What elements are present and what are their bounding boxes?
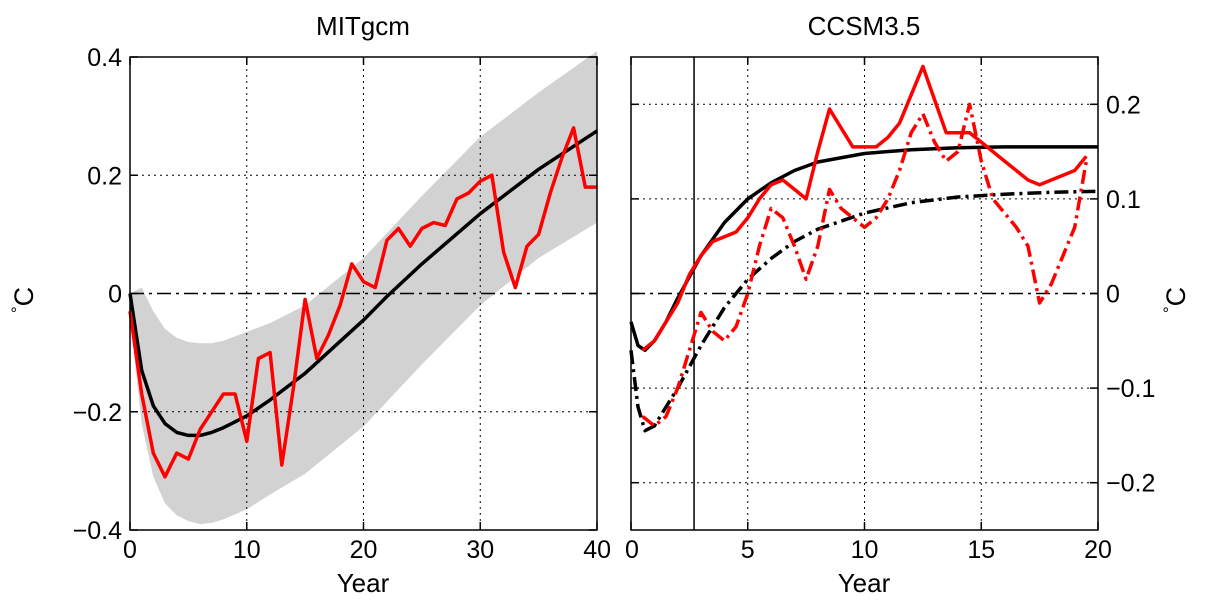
y-tick-label: −0.2 — [73, 399, 122, 427]
x-tick-labels: 0 5 10 15 20 — [625, 536, 1112, 564]
x-axis-label: Year — [838, 568, 891, 598]
y-tick-label: −0.2 — [1106, 470, 1155, 498]
panel-mitgcm: 0 10 20 30 40 −0.4 −0.2 0 0.2 0.4 MITgcm Year °C — [8, 11, 611, 598]
x-axis-label: Year — [337, 568, 390, 598]
y-axis-label: °C — [1160, 287, 1191, 313]
x-tick-label: 40 — [583, 536, 611, 564]
y-axis-label-unit: °C — [8, 287, 39, 313]
series-line-3 — [641, 64, 1088, 352]
x-tick-label: 20 — [1084, 536, 1112, 564]
x-tick-label: 10 — [233, 536, 261, 564]
y-tick-label: −0.4 — [73, 517, 122, 545]
y-tick-label: −0.1 — [1106, 375, 1155, 403]
x-tick-labels: 0 10 20 30 40 — [123, 536, 611, 564]
y-axis-label-degree: ° — [8, 306, 27, 313]
series-group — [128, 126, 598, 479]
series-line-2 — [128, 126, 597, 479]
y-tick-label: 0 — [108, 281, 122, 309]
y-tick-label: 0.4 — [87, 44, 122, 72]
x-tick-label: 20 — [350, 536, 378, 564]
x-tick-label: 15 — [967, 536, 995, 564]
x-tick-label: 0 — [625, 536, 639, 564]
panel-ccsm35: 0 5 10 15 20 −0.2 −0.1 0 0.1 0.2 CCSM3.5 Year °C — [625, 11, 1191, 598]
x-tick-label: 5 — [741, 536, 755, 564]
y-axis-label-letter: C — [1161, 287, 1191, 307]
y-tick-labels: −0.2 −0.1 0 0.1 0.2 — [1106, 91, 1155, 497]
grid-lines — [130, 57, 597, 530]
series-line-4 — [641, 102, 1089, 428]
y-tick-label: 0 — [1106, 281, 1120, 309]
series-group — [629, 64, 1099, 433]
series-line-1 — [128, 129, 598, 438]
y-tick-labels: −0.4 −0.2 0 0.2 0.4 — [73, 44, 122, 545]
y-tick-label: 0.2 — [1106, 91, 1141, 119]
chart-title: MITgcm — [316, 11, 410, 41]
series-line-2 — [629, 189, 1099, 433]
y-axis-label-letter: C — [9, 287, 39, 307]
y-tick-label: 0.1 — [1106, 186, 1141, 214]
x-tick-label: 0 — [123, 536, 137, 564]
y-axis-label-degree: ° — [1160, 306, 1179, 313]
y-axis-label-unit: °C — [1160, 287, 1191, 313]
grid-lines — [631, 57, 1098, 530]
chart-title: CCSM3.5 — [808, 11, 921, 41]
tick-marks — [630, 57, 1099, 530]
x-tick-label: 30 — [466, 536, 494, 564]
tick-marks — [129, 56, 598, 531]
x-tick-label: 10 — [851, 536, 879, 564]
y-axis-label: °C — [8, 287, 39, 313]
y-tick-label: 0.2 — [87, 162, 122, 190]
